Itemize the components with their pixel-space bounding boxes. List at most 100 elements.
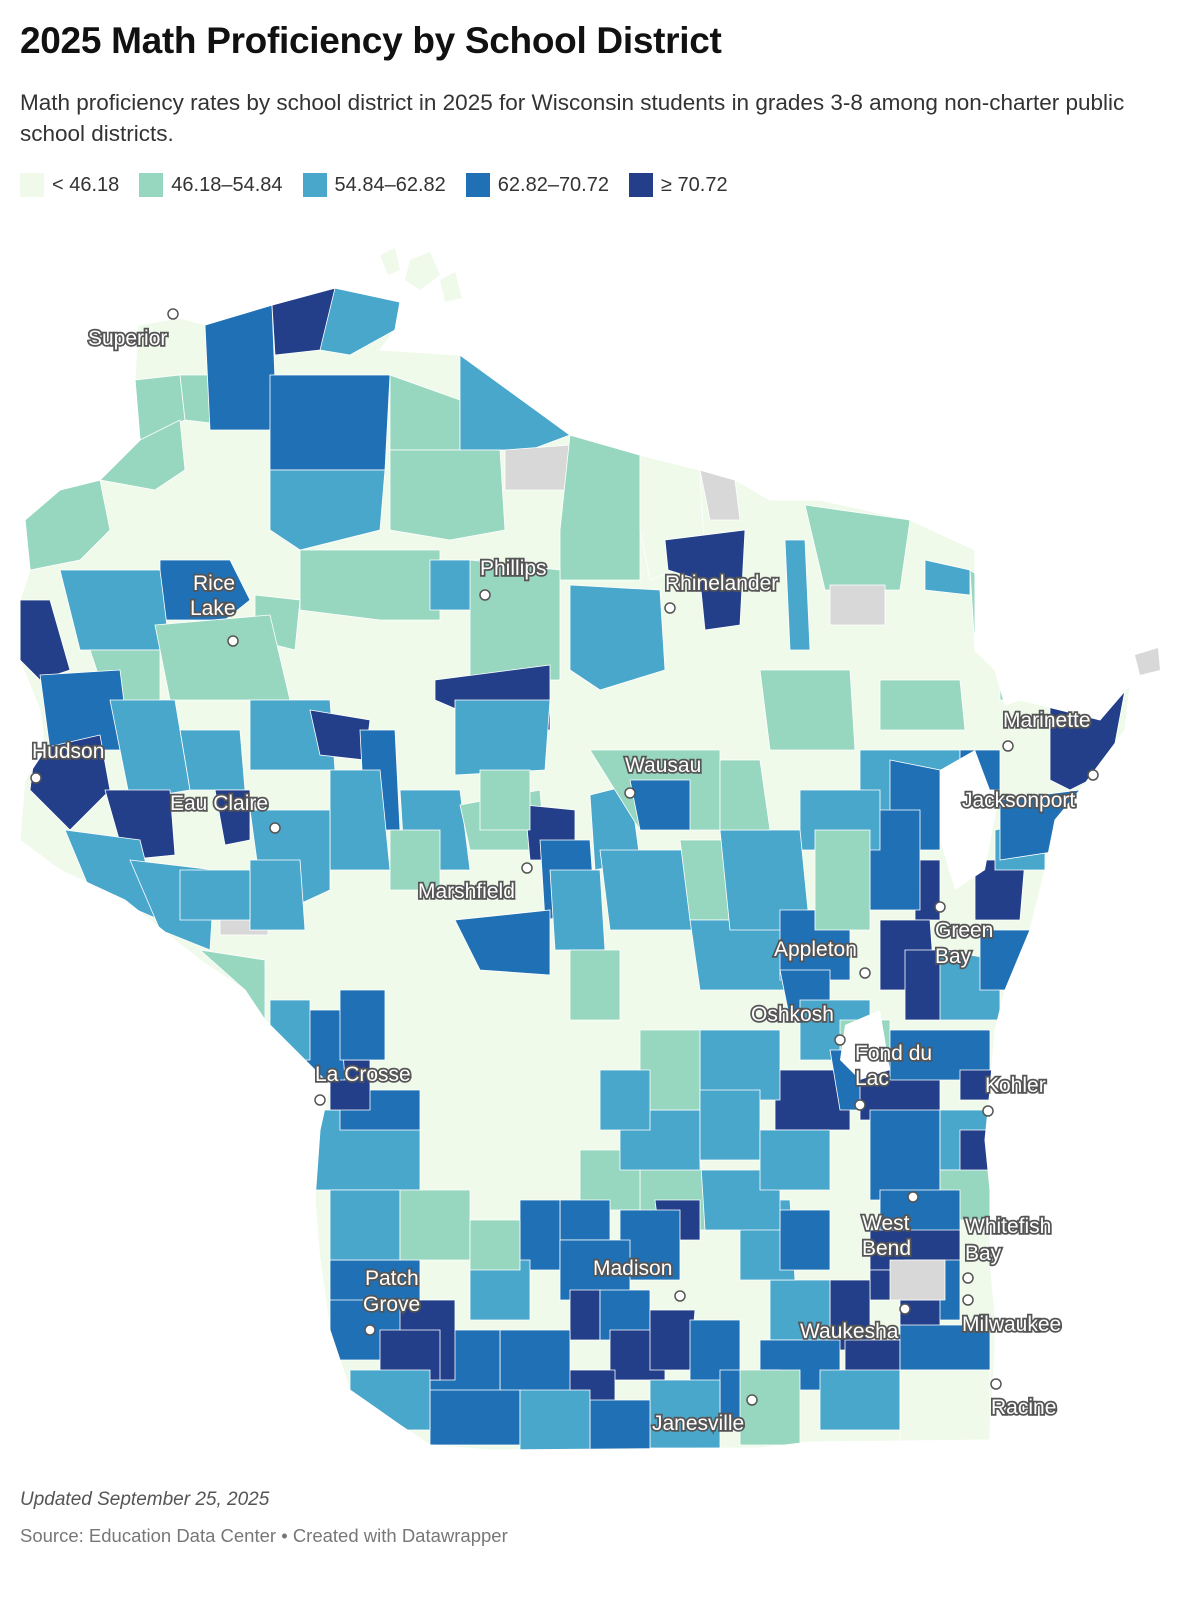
district-region[interactable] — [699, 1029, 781, 1101]
district-region[interactable] — [214, 789, 251, 846]
city-marker: Madison — [591, 1255, 686, 1302]
district-region[interactable] — [379, 1329, 441, 1381]
district-region[interactable] — [204, 304, 276, 431]
district-region[interactable] — [269, 469, 386, 551]
district-region[interactable] — [454, 699, 551, 776]
district-region[interactable] — [664, 529, 746, 631]
district-region[interactable] — [719, 759, 771, 831]
district-region[interactable] — [569, 1289, 601, 1341]
district-region[interactable] — [454, 909, 551, 976]
district-region[interactable] — [519, 1199, 561, 1271]
district-region[interactable] — [869, 1109, 941, 1201]
city-marker: Phillips — [478, 555, 548, 601]
city-marker: Rhinelander — [663, 570, 780, 614]
city-label: Kohler — [985, 1074, 1046, 1097]
legend-label: 46.18–54.84 — [171, 173, 283, 196]
city-marker: Janesville — [650, 1394, 758, 1437]
city-dot — [934, 901, 946, 913]
district-region[interactable] — [329, 1189, 401, 1261]
district-region[interactable] — [629, 779, 691, 831]
district-region[interactable] — [924, 559, 971, 596]
city-label: La Crosse — [315, 1063, 411, 1086]
district-region[interactable] — [519, 1389, 591, 1450]
city-dot — [907, 1191, 919, 1203]
district-region[interactable] — [349, 1369, 431, 1431]
wisconsin-map[interactable]: Superior Rice Lake Phillips Rhinelander Hudso… — [0, 230, 1204, 1470]
district-region[interactable] — [179, 869, 251, 921]
city-label: Jacksonport — [962, 789, 1075, 812]
city-label: Janesville — [652, 1412, 744, 1435]
city-dot — [746, 1394, 758, 1406]
legend-swatch — [629, 173, 653, 197]
district-region[interactable] — [804, 504, 911, 591]
city-dot — [30, 772, 42, 784]
district-region[interactable] — [459, 354, 571, 451]
chart-subtitle: Math proficiency rates by school distric… — [20, 90, 1125, 146]
city-marker: Waukesha — [798, 1303, 911, 1345]
district-region[interactable] — [469, 1219, 521, 1271]
district-region[interactable] — [389, 449, 506, 541]
district-region[interactable] — [299, 549, 441, 621]
district-region[interactable] — [429, 1389, 521, 1446]
district-region[interactable] — [779, 1209, 831, 1271]
district-region[interactable] — [469, 559, 561, 681]
city-label: Rice Lake — [190, 572, 236, 620]
city-dot — [834, 1034, 846, 1046]
city-marker: West Bend — [860, 1191, 919, 1262]
district-region[interactable] — [759, 1129, 831, 1191]
district-region[interactable] — [249, 859, 306, 931]
city-marker: Jacksonport — [960, 769, 1099, 814]
district-region[interactable] — [899, 1369, 991, 1443]
district-region[interactable] — [29, 734, 111, 831]
district-region[interactable] — [154, 614, 291, 701]
district-region[interactable] — [329, 769, 391, 871]
legend-swatch — [20, 173, 44, 197]
district-region[interactable] — [759, 669, 856, 751]
district-region[interactable] — [739, 1369, 801, 1446]
district-region[interactable] — [819, 1369, 901, 1431]
chart-title: 2025 Math Proficiency by School District — [20, 20, 722, 61]
city-marker: Eau Claire — [168, 790, 281, 834]
updated-note: Updated September 25, 2025 — [20, 1489, 270, 1510]
district-region[interactable] — [774, 1069, 851, 1131]
district-region[interactable] — [999, 649, 1051, 701]
district-region[interactable] — [399, 1189, 471, 1261]
city-dot — [521, 862, 533, 874]
city-dot — [1002, 740, 1014, 752]
legend-item: < 46.18 — [20, 173, 119, 197]
city-dot — [624, 787, 636, 799]
district-region[interactable] — [499, 1329, 571, 1401]
district-region[interactable] — [339, 989, 386, 1061]
city-label: Fond du Lac — [855, 1042, 932, 1090]
district-region[interactable] — [504, 444, 571, 491]
district-region[interactable] — [569, 584, 666, 691]
district-region[interactable] — [599, 1069, 651, 1131]
district-region[interactable] — [269, 999, 311, 1061]
district-region[interactable] — [179, 729, 246, 791]
district-region[interactable] — [549, 869, 606, 951]
district-region[interactable] — [879, 679, 966, 731]
legend-swatch — [139, 173, 164, 197]
district-region[interactable] — [829, 584, 886, 626]
district-region[interactable] — [699, 1089, 761, 1161]
city-dot — [167, 308, 179, 320]
district-region[interactable] — [649, 1309, 696, 1371]
district-region[interactable] — [814, 829, 871, 931]
city-dot — [1087, 769, 1099, 781]
legend-label: 54.84–62.82 — [334, 173, 446, 196]
city-label: Marshfield — [418, 880, 515, 903]
district-region[interactable] — [559, 1199, 611, 1241]
district-region[interactable] — [389, 829, 441, 891]
district-region[interactable] — [569, 949, 621, 1021]
district-region[interactable] — [889, 1259, 946, 1301]
district-region[interactable] — [559, 434, 641, 581]
city-marker: Hudson — [30, 738, 106, 784]
district-regions — [20, 288, 1130, 1450]
district-region[interactable] — [784, 539, 811, 651]
district-region[interactable] — [479, 769, 531, 831]
district-region[interactable] — [589, 1399, 651, 1450]
district-region[interactable] — [269, 374, 391, 471]
legend-item: 62.82–70.72 — [465, 173, 609, 197]
legend-swatch — [465, 173, 490, 197]
city-dot — [854, 1099, 866, 1111]
